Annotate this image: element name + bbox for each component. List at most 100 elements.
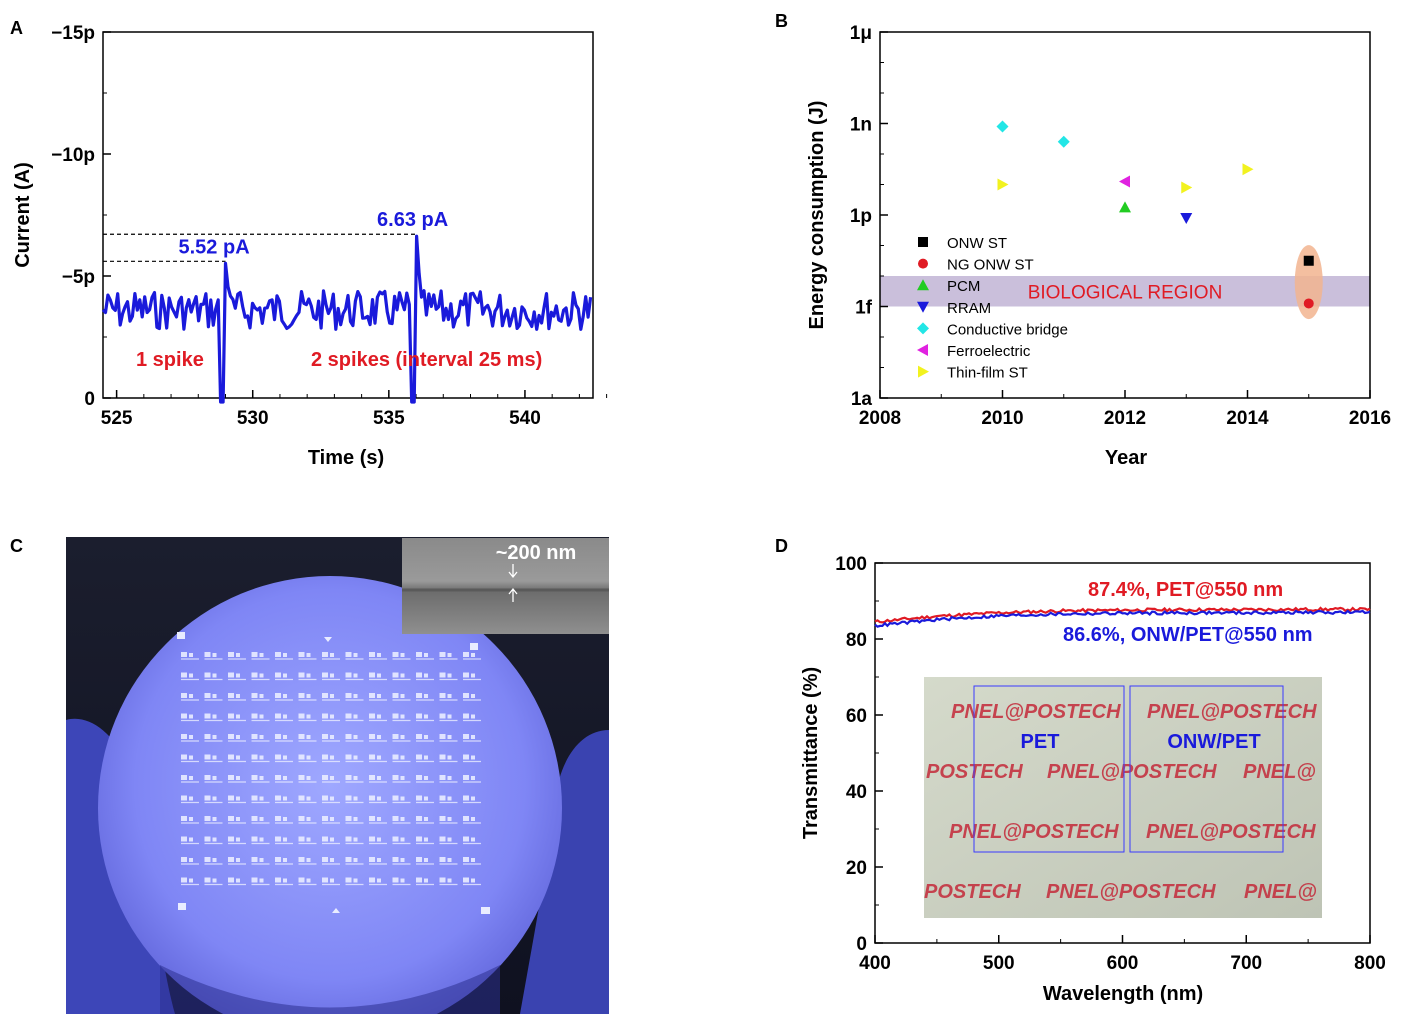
device-pad [322,857,328,862]
device-pad [204,857,211,862]
device-pad [283,755,287,760]
device-pad [377,878,381,883]
device-pad [416,857,422,862]
device-pad [471,694,475,698]
film-photo-inset [924,677,1322,918]
device-pad [298,836,305,842]
onw-pet-film-label: ONW/PET [1167,731,1260,753]
device-pad [181,816,187,821]
device-pad [204,652,211,657]
device-pad [353,776,358,780]
device-pad [353,837,358,842]
device-pad [306,653,311,657]
a-y-tick-label: −5p [62,267,95,288]
device-pad [322,795,328,801]
device-pad [353,653,358,657]
a-x-tick-label: 530 [237,408,269,429]
device-pad [204,693,211,698]
device-pad [275,652,281,657]
device-pad [392,693,399,698]
device-pad [345,672,352,678]
device-pad [212,714,217,719]
device-pad [259,858,264,862]
device-pad [392,836,399,842]
device-pad [463,857,469,862]
sem-inset [402,538,609,634]
device-pad [439,672,446,678]
device-pad [330,817,334,821]
device-pad [322,754,328,760]
device-pad [369,734,375,739]
device-pad [306,694,311,698]
device-pad [330,755,334,760]
data-point-thin-film-st [1181,181,1193,194]
device-pad [400,858,405,862]
d-x-tick-label: 500 [983,953,1015,974]
device-pad [275,857,281,862]
device-pad [392,795,399,801]
device-pad [322,734,328,739]
spike-2-amplitude-label: 6.63 pA [377,209,448,231]
device-pad [471,673,475,678]
device-pad [189,714,193,719]
d-x-tick-label: 600 [1107,953,1139,974]
device-pad [306,755,311,760]
device-pad [471,735,475,739]
device-pad [251,672,258,678]
device-pad [212,673,217,678]
device-pad [212,817,217,821]
device-pad [369,693,375,698]
device-pad [447,653,452,657]
wafer-shadow [160,965,500,1014]
device-pad [463,672,469,678]
data-point-conductive-bridge [1057,135,1070,148]
device-pad [322,693,328,698]
device-pad [283,796,287,801]
device-pad [283,878,287,883]
device-pad [345,857,352,862]
device-pad [330,858,334,862]
glove-right-finger [520,730,609,1014]
device-pad [369,713,375,719]
device-pad [439,795,446,801]
device-pad [369,775,375,780]
device-pad [439,836,446,842]
device-pad [424,714,428,719]
device-pad [353,858,358,862]
device-pad [439,693,446,698]
device-pad [204,795,211,801]
device-pad [463,734,469,739]
device-pad [204,672,211,678]
device-pad [259,653,264,657]
device-pad [353,673,358,678]
device-pad [275,693,281,698]
device-pad [377,776,381,780]
b-y-tick-label: 1a [851,389,873,410]
device-pad [416,734,422,739]
d-y-tick-label: 0 [856,934,867,955]
device-pad [400,796,405,801]
device-pad [330,776,334,780]
device-pad [298,857,305,862]
spike-1-amplitude-label: 5.52 pA [179,236,250,258]
device-pad [353,755,358,760]
biological-region-label: BIOLOGICAL REGION [1028,282,1223,303]
device-pad [275,734,281,739]
device-pad [228,713,234,719]
device-pad [236,858,240,862]
device-pad [345,795,352,801]
device-pad [236,673,240,678]
b-x-tick-label: 2016 [1349,408,1391,429]
device-pad [228,754,234,760]
d-x-tick-label: 800 [1354,953,1386,974]
device-pad [392,877,399,883]
device-pad [283,735,287,739]
transmittance-line-pet [874,606,1371,624]
b-y-tick-label: 1p [850,206,872,227]
device-pad [369,754,375,760]
data-point-thin-film-st [1242,163,1254,176]
data-point-ferroelectric [1119,175,1130,188]
d-y-tick-label: 60 [846,706,867,727]
device-pad [424,878,428,883]
device-pad [298,754,305,760]
